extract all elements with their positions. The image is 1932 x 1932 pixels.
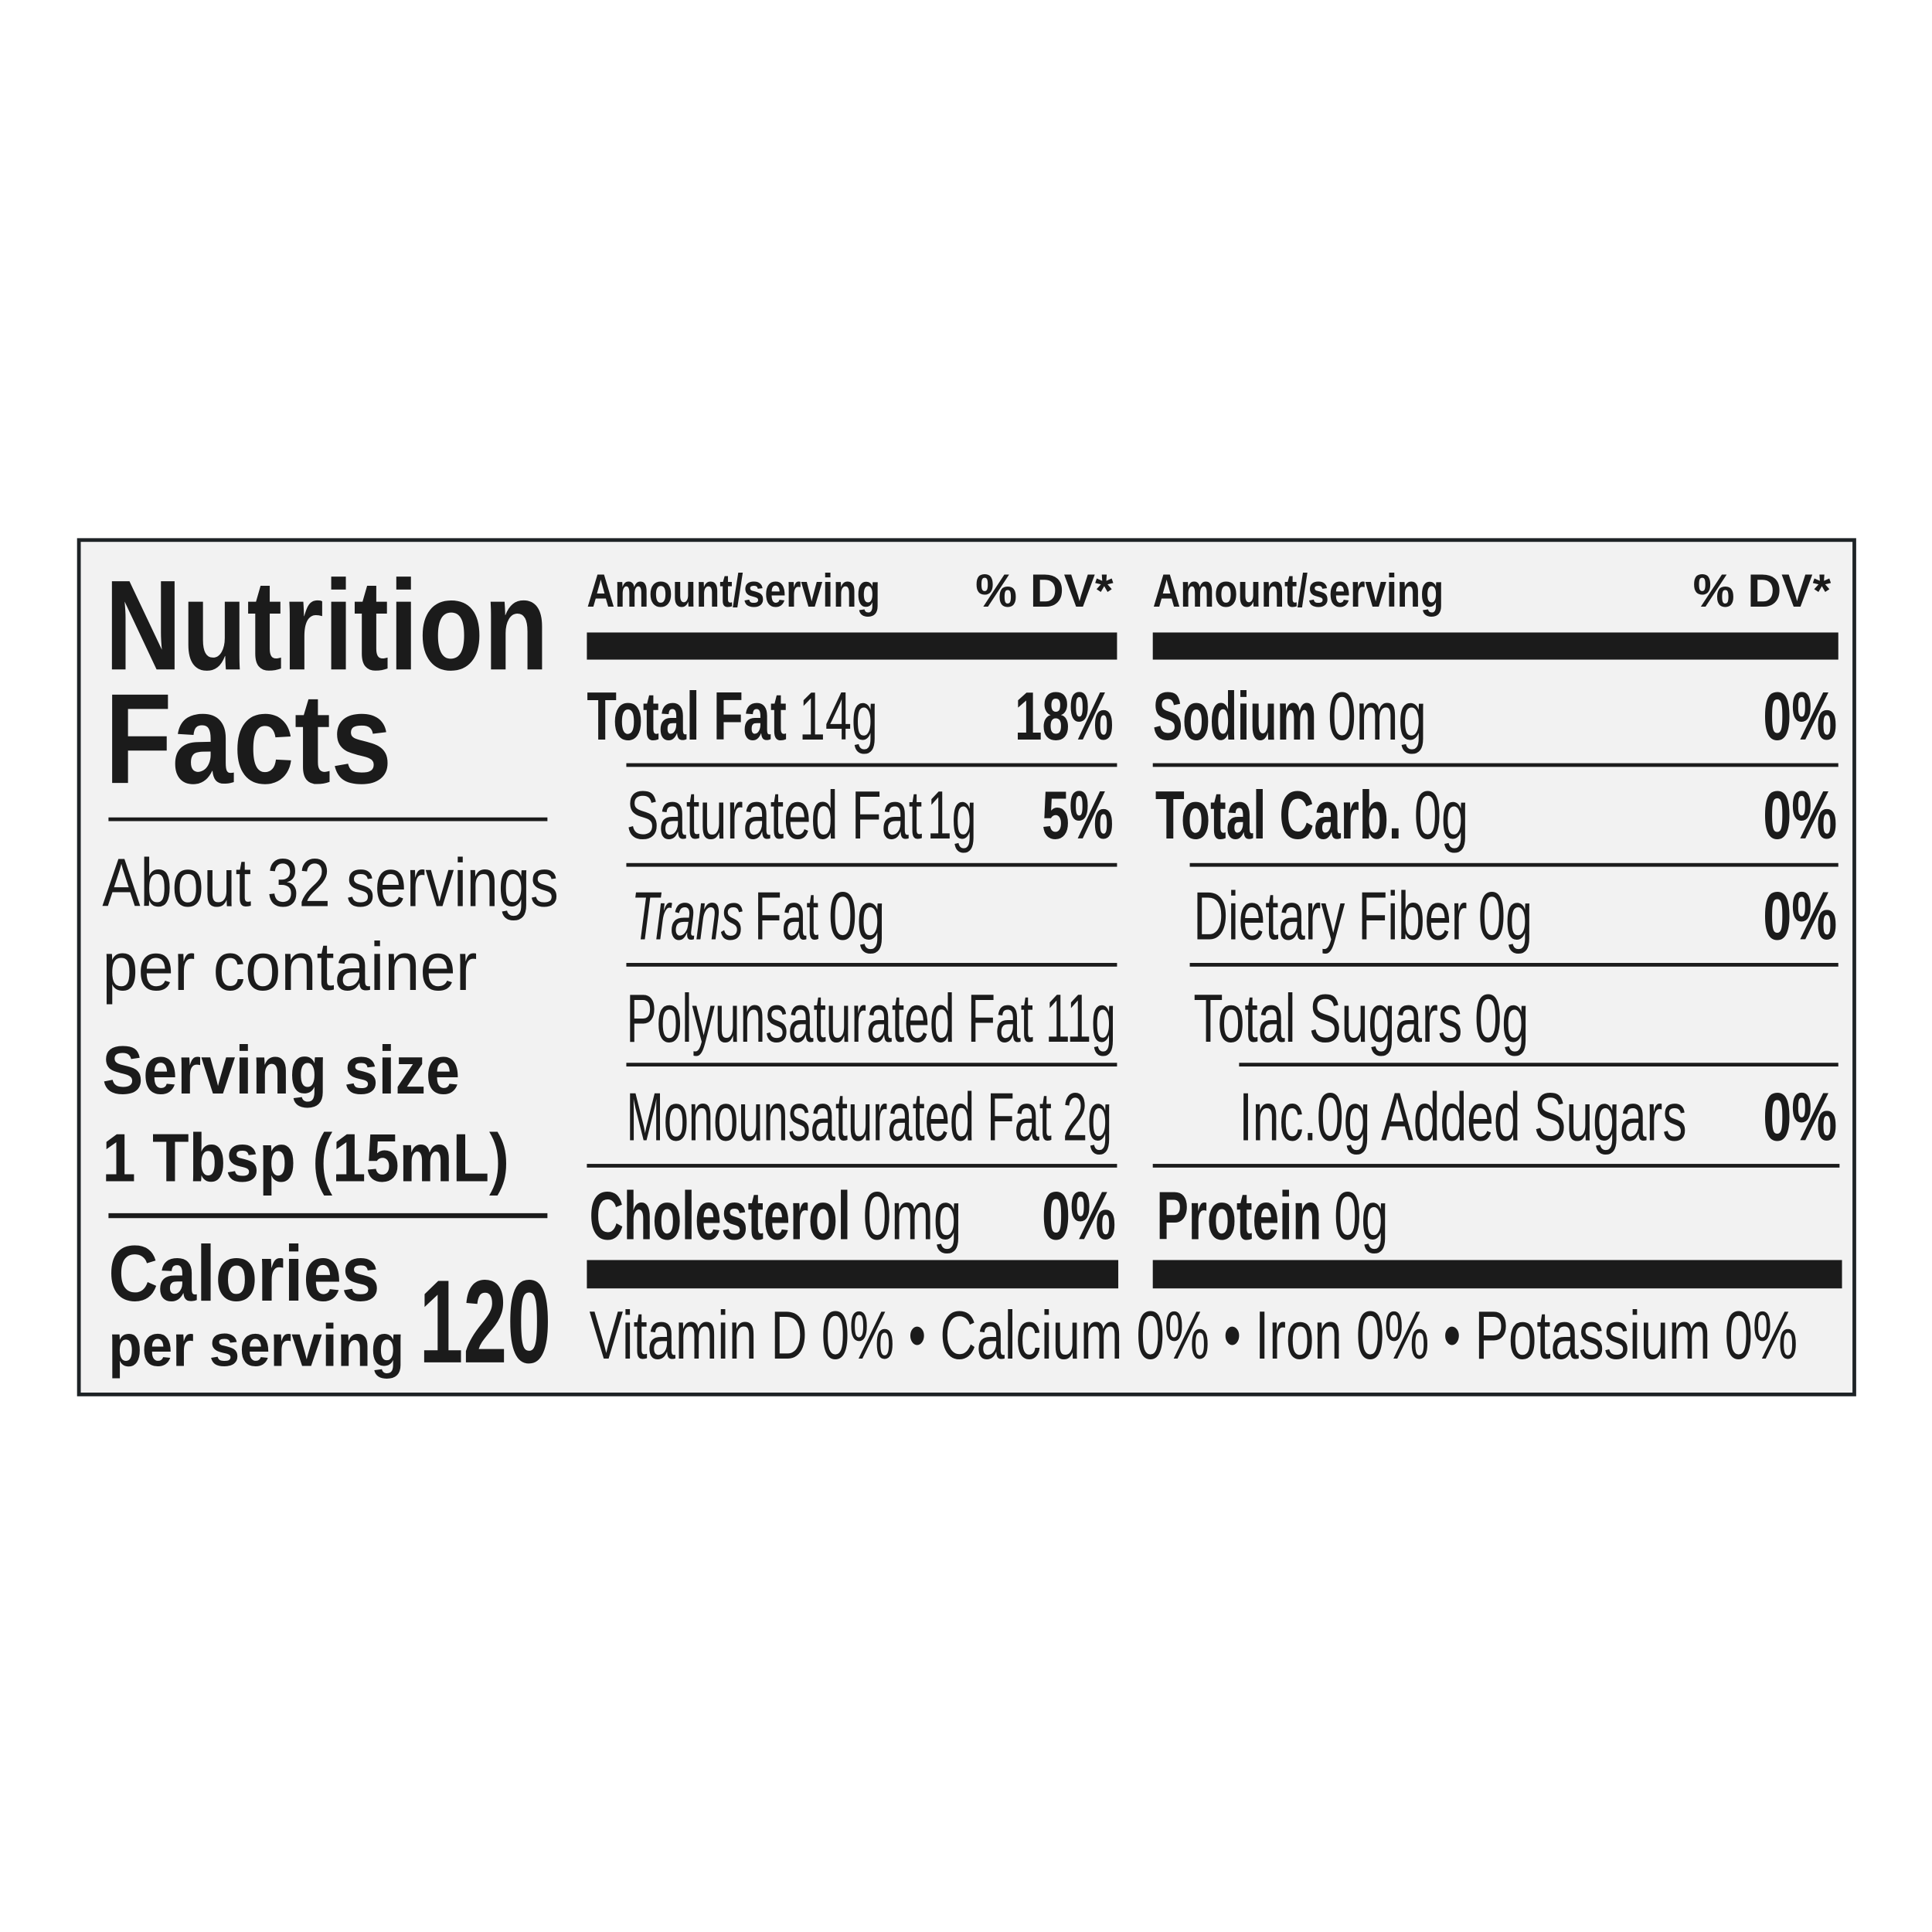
row-line: [1152, 763, 1838, 767]
nutrient-amount: 11g: [1046, 981, 1116, 1056]
serving-size-label: Serving size: [102, 1032, 460, 1108]
thick-bar: [587, 1260, 1119, 1289]
row-line: [587, 1164, 1117, 1168]
divider: [108, 1213, 548, 1219]
nutrient-dv: 0%: [1763, 879, 1837, 954]
nutrient-amount: 1g: [927, 777, 977, 853]
column-heading: % DV*: [975, 564, 1114, 617]
nutrient-amount: 0g: [1414, 777, 1468, 853]
column-heading: % DV*: [1693, 564, 1832, 617]
column-heading: Amount/serving: [1153, 564, 1444, 617]
nutrient-dv: 18%: [1015, 679, 1114, 754]
nutrient-amount: 0g: [1475, 981, 1529, 1056]
calories-sub: per serving: [108, 1314, 404, 1379]
nutrient-amount: 0mg: [863, 1178, 962, 1253]
nutrient-amount: 0g: [1478, 879, 1532, 954]
nutrient-name: Dietary Fiber: [1193, 879, 1467, 954]
title: Facts: [105, 668, 393, 811]
nutrient-name-italic: Trans: [631, 879, 743, 954]
nutrient-name: Monounsaturated Fat: [626, 1080, 1051, 1155]
title: Nutrition: [105, 554, 549, 697]
thick-bar: [587, 632, 1117, 660]
nutrient-dv: 5%: [1042, 777, 1114, 853]
nutrient-name: Saturated Fat: [626, 777, 922, 853]
nutrient-dv: 0%: [1763, 679, 1837, 754]
row-line: [1152, 1164, 1840, 1168]
nutrient-name: Inc.0g Added Sugars: [1239, 1080, 1686, 1155]
servings-text: per container: [102, 929, 477, 1005]
servings-text: About 32 servings: [102, 845, 558, 921]
vitamins-footer: Vitamin D 0% • Calcium 0% • Iron 0% • Po…: [590, 1298, 1798, 1373]
nutrient-dv: 0%: [1763, 1080, 1837, 1155]
nutrient-name: Cholesterol: [590, 1178, 851, 1253]
nutrient-name: Fat: [754, 879, 818, 954]
nutrient-amount: 0g: [828, 879, 885, 954]
calories-value: 120: [419, 1256, 551, 1388]
row-line: [1239, 1063, 1838, 1067]
row-line: [626, 763, 1117, 767]
calories-label: Calories: [108, 1230, 379, 1318]
nutrient-amount: 2g: [1063, 1080, 1112, 1155]
nutrient-dv: 0%: [1763, 777, 1837, 853]
divider: [108, 817, 548, 821]
nutrient-amount: 14g: [799, 679, 878, 754]
thick-bar: [1152, 1260, 1842, 1289]
row-line: [1189, 862, 1838, 867]
nutrient-name: Total Carb.: [1155, 777, 1402, 853]
thick-bar: [1152, 632, 1838, 660]
label-panel: [77, 538, 1856, 1396]
nutrient-name: Total Fat: [587, 679, 786, 754]
nutrient-amount: 0mg: [1328, 679, 1427, 754]
serving-size-value: 1 Tbsp (15mL): [102, 1120, 509, 1196]
column-heading: Amount/serving: [587, 564, 880, 617]
row-line: [626, 1063, 1117, 1067]
row-line: [626, 862, 1117, 867]
nutrient-dv: 0%: [1042, 1178, 1116, 1253]
row-line: [1189, 963, 1838, 967]
nutrient-name: Polyunsaturated Fat: [626, 981, 1032, 1056]
row-line: [626, 963, 1117, 967]
nutrient-name: Sodium: [1153, 679, 1317, 754]
nutrient-name: Protein: [1156, 1178, 1321, 1253]
nutrient-amount: 0g: [1334, 1178, 1388, 1253]
nutrient-name: Total Sugars: [1193, 981, 1462, 1056]
